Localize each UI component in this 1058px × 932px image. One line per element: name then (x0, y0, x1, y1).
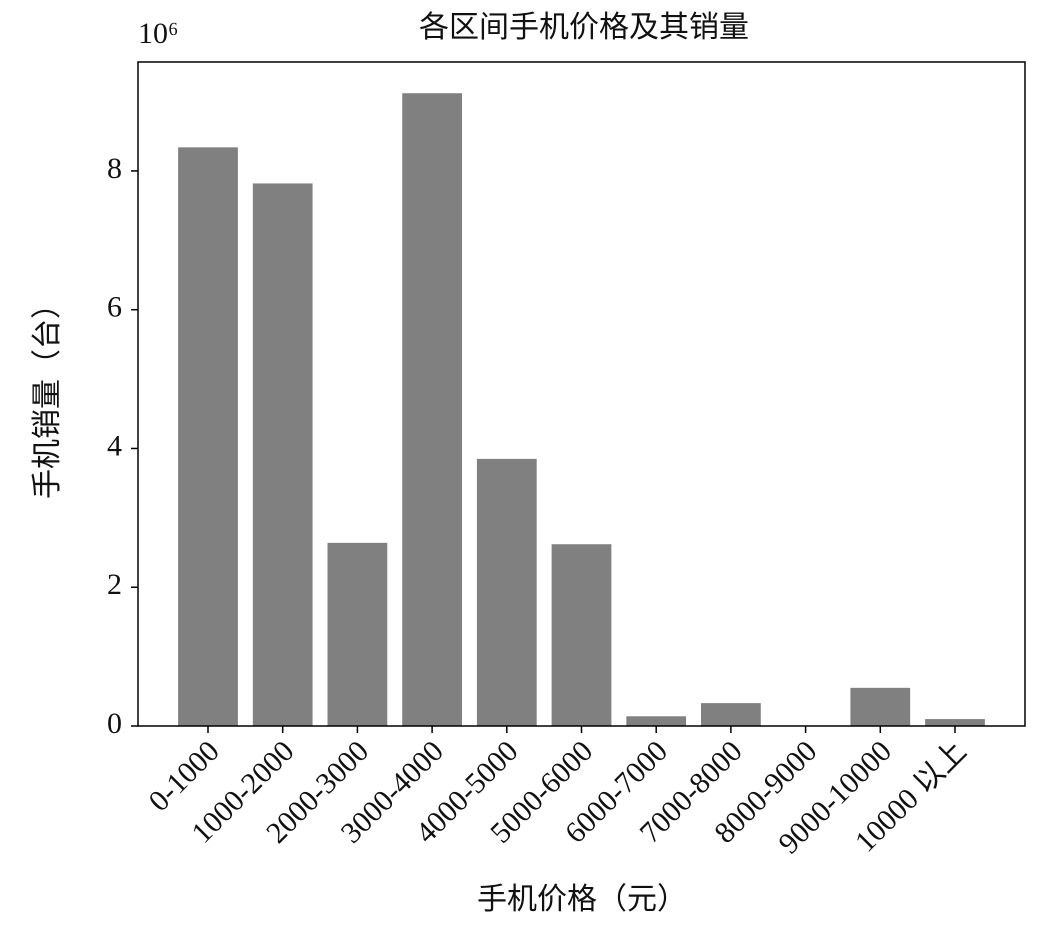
y-tick-label: 6 (107, 291, 122, 324)
y-tick-label: 0 (107, 707, 122, 740)
y-tick-label: 8 (107, 152, 122, 185)
bar (551, 544, 612, 726)
bar (925, 719, 985, 726)
y-axis-label: 手机销量（台） (31, 289, 64, 499)
bar (626, 716, 687, 726)
plot-frame (137, 61, 1026, 727)
bar (178, 147, 238, 727)
bar (850, 687, 911, 726)
chart-title: 各区间手机价格及其销量 (419, 11, 749, 44)
x-axis-label: 手机价格（元） (477, 883, 687, 916)
bar (252, 183, 313, 726)
y-tick-label: 4 (107, 429, 122, 462)
y-tick-label: 2 (107, 568, 122, 601)
bar (402, 93, 462, 726)
bar (701, 703, 761, 726)
y-scale-label: 10⁶ (138, 17, 178, 50)
bar (476, 458, 537, 726)
bar (327, 542, 388, 726)
